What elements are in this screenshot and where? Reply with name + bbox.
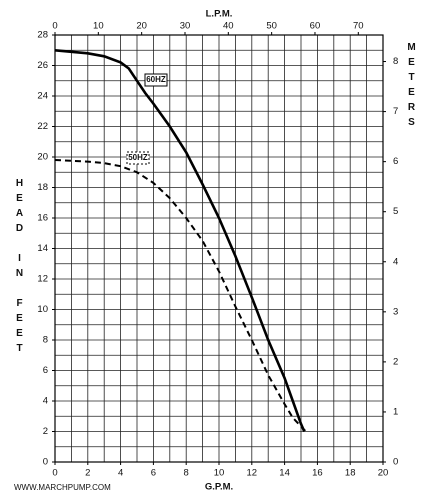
plot-frame [54,34,384,463]
legend-label: 60HZ [146,75,166,84]
x-tick-label: 8 [184,468,189,479]
x-tick-label: 18 [345,468,356,479]
y-tick-label: 18 [37,182,48,193]
label-box [144,73,168,87]
y-tick-label: 14 [37,243,48,254]
y-tick-label: 28 [37,30,48,41]
x-tick-label: 20 [378,468,389,479]
x2-tick-label: 20 [136,21,147,32]
y2-tick-label: 6 [393,156,398,167]
y-tick-label: 12 [37,274,48,285]
curve [54,49,306,433]
y-tick-label: 2 [43,426,48,437]
y2-tick-label: 0 [393,457,398,468]
x2-tick-label: 0 [52,21,57,32]
x-tick-label: 4 [118,468,123,479]
x2-tick-label: 50 [266,21,277,32]
y-tick-label: 0 [43,457,48,468]
y-axis-title: HEAD IN FEET [14,178,25,358]
y-tick-label: 20 [37,152,48,163]
y-tick-label: 4 [43,396,48,407]
y-tick-label: 6 [43,365,48,376]
x-tick-label: 12 [247,468,258,479]
x2-tick-label: 30 [180,21,191,32]
x2-tick-label: 70 [353,21,364,32]
y2-tick-label: 5 [393,206,398,217]
x-tick-label: 2 [85,468,90,479]
y-tick-label: 10 [37,304,48,315]
y2-tick-label: 7 [393,106,398,117]
x-tick-label: 10 [214,468,225,479]
y2-tick-label: 4 [393,256,398,267]
x2-tick-label: 10 [93,21,104,32]
y2-tick-label: 2 [393,356,398,367]
y-tick-label: 26 [37,60,48,71]
x-tick-label: 6 [151,468,156,479]
x-tick-label: 14 [279,468,290,479]
label-box [126,151,150,165]
y2-axis-title: METERS [406,42,417,132]
y-tick-label: 24 [37,91,48,102]
footer: WWW.MARCHPUMP.COM [14,483,111,492]
x-axis-title: G.P.M. [205,482,233,493]
y2-tick-label: 1 [393,406,398,417]
y2-tick-label: 3 [393,306,398,317]
y-tick-label: 8 [43,335,48,346]
curve [54,159,307,433]
x2-axis-title: L.P.M. [206,9,233,20]
x-tick-label: 0 [52,468,57,479]
y-tick-label: 22 [37,121,48,132]
x2-tick-label: 60 [310,21,321,32]
y2-tick-label: 8 [393,56,398,67]
x2-tick-label: 40 [223,21,234,32]
x-tick-label: 16 [312,468,323,479]
y-tick-label: 16 [37,213,48,224]
legend-label: 50HZ [128,153,148,162]
